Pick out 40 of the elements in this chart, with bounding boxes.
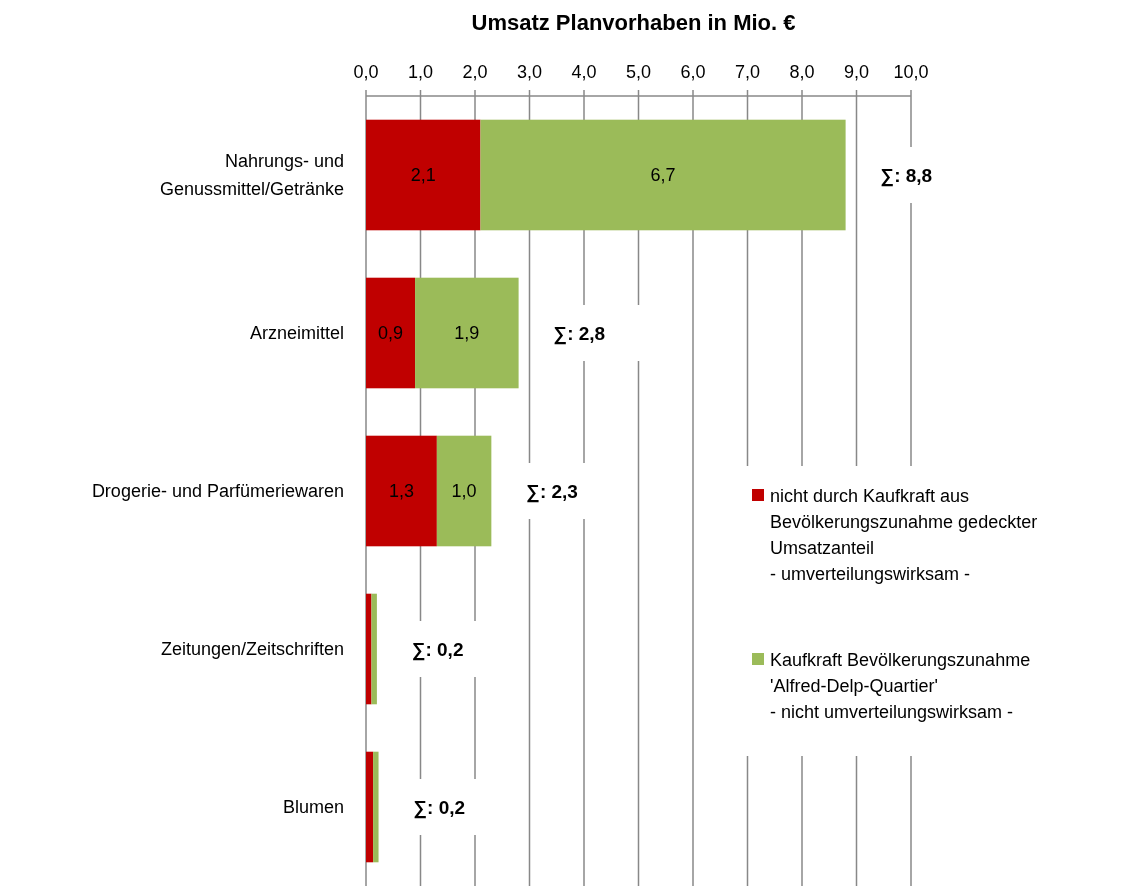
bar bbox=[480, 119, 846, 231]
chart-title: Umsatz Planvorhaben in Mio. € bbox=[471, 10, 796, 35]
x-tick-label: 10,0 bbox=[893, 62, 929, 82]
x-tick-label: 8,0 bbox=[789, 62, 815, 82]
bar bbox=[366, 119, 481, 231]
total-label: ∑: 8,8 bbox=[880, 164, 933, 187]
x-tick-label: 2,0 bbox=[462, 62, 488, 82]
data-label: 1,9 bbox=[454, 323, 480, 344]
data-label: 1,3 bbox=[388, 481, 414, 502]
data-label: 0,9 bbox=[378, 323, 404, 344]
total-label: ∑: 0,2 bbox=[411, 638, 464, 661]
total-label: ∑: 0,2 bbox=[413, 796, 466, 819]
bar bbox=[415, 277, 519, 389]
x-tick-label: 6,0 bbox=[680, 62, 706, 82]
x-tick-label: 5,0 bbox=[625, 62, 652, 82]
bar bbox=[373, 751, 379, 863]
x-tick-label: 3,0 bbox=[516, 62, 543, 82]
bar bbox=[366, 435, 437, 547]
x-tick-label: 7,0 bbox=[734, 62, 761, 82]
bar bbox=[366, 277, 416, 389]
x-tick-label: 9,0 bbox=[843, 62, 870, 82]
bar bbox=[366, 751, 374, 863]
bar bbox=[436, 435, 492, 547]
x-tick-label: 0,0 bbox=[353, 62, 379, 82]
x-tick-label: 1,0 bbox=[407, 62, 434, 82]
total-label: ∑: 2,3 bbox=[526, 480, 578, 503]
y-tick-label: Nahrungs- und Genussmittel/Getränke bbox=[159, 151, 344, 200]
data-label: 2,1 bbox=[410, 165, 436, 186]
y-tick-label: Zeitungen/Zeitschriften bbox=[160, 639, 344, 660]
bar bbox=[371, 593, 377, 705]
y-tick-label: Blumen bbox=[282, 797, 344, 818]
y-tick-label: Arzneimittel bbox=[249, 323, 344, 344]
y-tick-label: Drogerie- und Parfümeriewaren bbox=[91, 481, 344, 502]
total-label: ∑: 2,8 bbox=[553, 322, 606, 345]
x-tick-label: 4,0 bbox=[571, 62, 597, 82]
data-label: 1,0 bbox=[451, 481, 477, 502]
data-label: 6,7 bbox=[650, 165, 676, 186]
bar bbox=[366, 593, 372, 705]
legend-label: nicht durch Kaufkraft aus Bevölkerungszunahme gedeckter Umsatzanteil - umverteilungswirksam - bbox=[770, 486, 1038, 585]
legend-label: Kaufkraft Bevölkerungszunahme 'Alfred-Delp-Quartier' - nicht umverteilungswirksam - bbox=[770, 650, 1031, 723]
